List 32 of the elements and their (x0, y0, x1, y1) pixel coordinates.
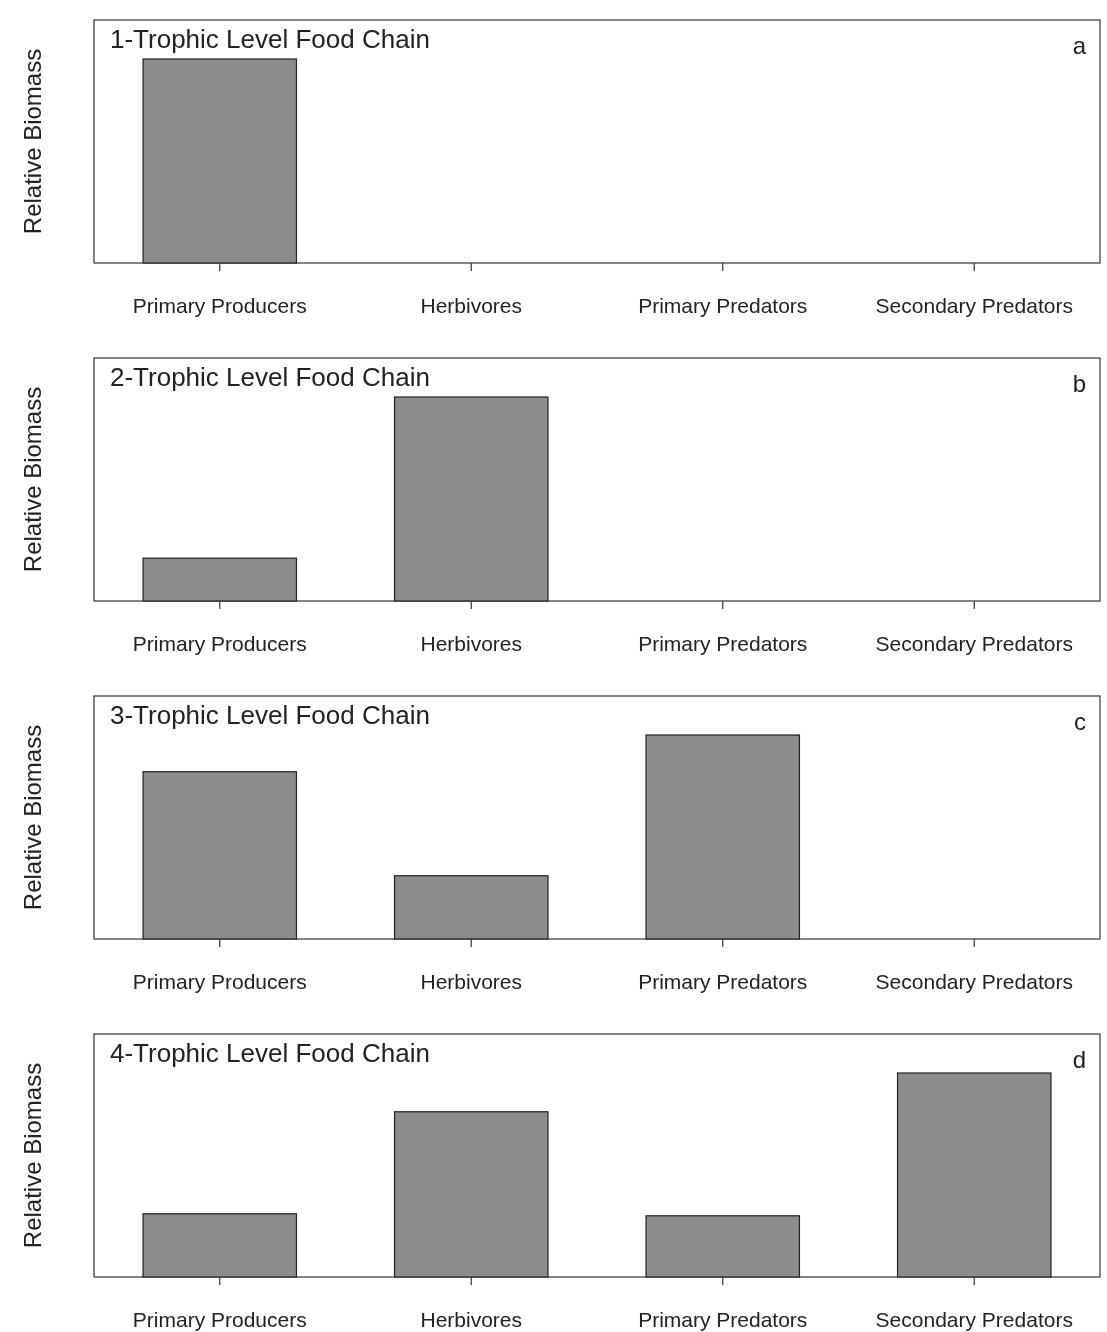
bar (645, 1215, 801, 1278)
x-tick-label: Primary Predators (638, 1308, 808, 1331)
x-tick-label: Secondary Predators (875, 294, 1073, 317)
x-tick-label: Primary Predators (638, 294, 808, 317)
chart-title: 3-Trophic Level Food Chain (110, 700, 430, 730)
x-tick-label: Primary Predators (638, 632, 808, 655)
x-tick-label: Secondary Predators (875, 970, 1073, 993)
bar (393, 1111, 549, 1278)
x-tick-label: Primary Producers (132, 970, 307, 993)
chart-title: 4-Trophic Level Food Chain (110, 1038, 430, 1068)
x-tick-label: Herbivores (420, 970, 523, 993)
annotation: c (1074, 708, 1086, 735)
x-tick-label: Herbivores (420, 632, 523, 655)
x-tick-label: Primary Producers (132, 1308, 307, 1331)
y-axis-title: Relative Biomass (19, 386, 46, 573)
bar (896, 1072, 1052, 1278)
y-axis-title: Relative Biomass (19, 48, 46, 235)
x-tick-label: Primary Predators (638, 970, 808, 993)
chart-title: 1-Trophic Level Food Chain (110, 24, 430, 54)
y-axis-title: Relative Biomass (19, 1062, 46, 1249)
x-tick-label: Primary Producers (132, 294, 307, 317)
x-tick-label: Primary Producers (132, 632, 307, 655)
y-axis-title: Relative Biomass (19, 724, 46, 911)
chart-title: 2-Trophic Level Food Chain (110, 362, 430, 392)
x-tick-label: Herbivores (420, 1308, 523, 1331)
annotation: a (1072, 32, 1087, 59)
x-tick-label: Herbivores (420, 294, 523, 317)
annotation: d (1072, 1046, 1086, 1073)
annotation: b (1072, 370, 1086, 397)
bar (142, 1213, 298, 1278)
x-tick-label: Secondary Predators (875, 632, 1073, 655)
x-tick-label: Secondary Predators (875, 1308, 1073, 1331)
